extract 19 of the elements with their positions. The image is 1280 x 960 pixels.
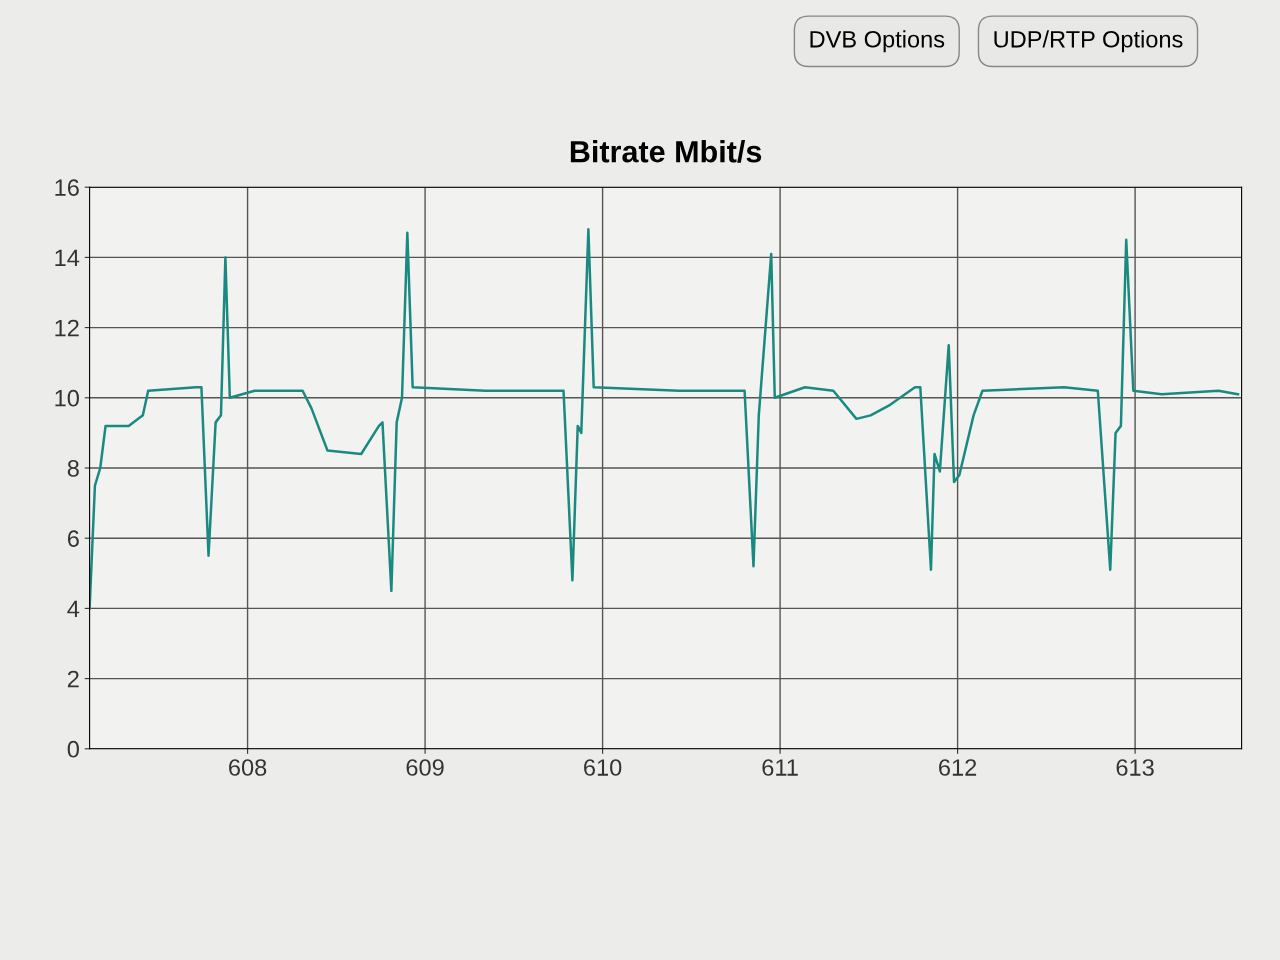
x-tick-label: 611	[762, 759, 798, 776]
y-tick-label: 0	[67, 740, 79, 758]
x-tick-label: 610	[584, 759, 622, 776]
y-tick-label: 10	[55, 389, 79, 407]
text: UDP/RTP Options	[994, 30, 1183, 53]
y-tick-label: 2	[67, 670, 79, 688]
y-tick-label: 12	[55, 319, 79, 337]
y-tick-label: 4	[67, 600, 80, 617]
y-tick-label: 6	[67, 530, 79, 547]
chart-title: Bitrate Mbit/s	[570, 140, 762, 163]
y-tick-label: 8	[67, 460, 79, 477]
text: DVB Options	[810, 30, 945, 53]
y-tick-label: 14	[55, 249, 80, 266]
y-tick-label: 16	[55, 179, 79, 196]
x-tick-label: 609	[406, 759, 444, 776]
line-series	[89, 228, 1240, 610]
x-tick-label: 608	[229, 759, 267, 776]
x-tick-label: 613	[1116, 759, 1154, 776]
x-tick-label: 612	[939, 759, 977, 776]
